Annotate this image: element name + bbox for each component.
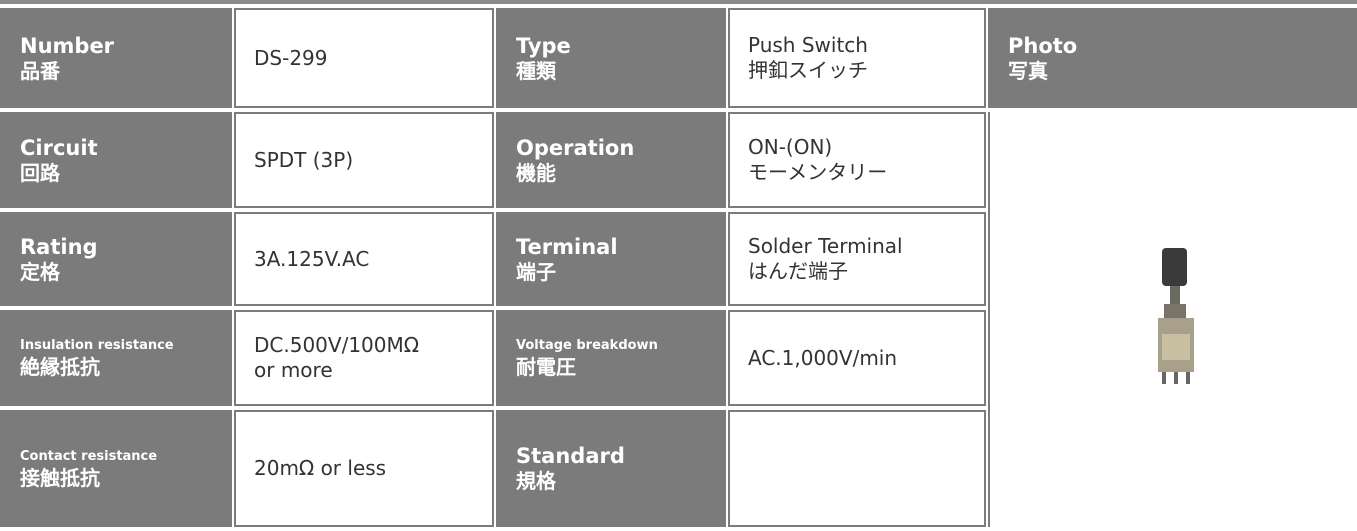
label-en: Voltage breakdown xyxy=(516,338,658,353)
label-ja: 種類 xyxy=(516,58,556,83)
photo-header: Photo 写真 xyxy=(988,8,1357,108)
switch-photo xyxy=(1158,248,1194,384)
label-ja: 写真 xyxy=(1008,58,1048,83)
value-cell: SPDT (3P) xyxy=(234,112,494,208)
label-ja: 回路 xyxy=(20,160,60,185)
label-ja: 機能 xyxy=(516,160,556,185)
label-ja: 端子 xyxy=(516,259,556,284)
value-cell: AC.1,000V/min xyxy=(728,310,986,406)
label-en: Circuit xyxy=(20,135,98,160)
label-en: Standard xyxy=(516,444,625,468)
label-cell: Number 品番 xyxy=(0,8,232,108)
top-rule xyxy=(0,0,1357,4)
switch-stem xyxy=(1170,286,1180,306)
label-cell: Rating 定格 xyxy=(0,212,232,306)
label-en: Insulation resistance xyxy=(20,338,174,353)
switch-pin xyxy=(1186,372,1190,384)
value-cell: ON-(ON) モーメンタリー xyxy=(728,112,986,208)
value-line: Solder Terminal xyxy=(748,234,903,258)
value-line: DS-299 xyxy=(254,45,328,70)
switch-bushing xyxy=(1164,304,1186,318)
value-cell: Solder Terminal はんだ端子 xyxy=(728,212,986,306)
value-line: Push Switch xyxy=(748,33,868,57)
label-ja: 耐電圧 xyxy=(516,355,576,379)
label-cell: Circuit 回路 xyxy=(0,112,232,208)
label-cell: Insulation resistance 絶縁抵抗 xyxy=(0,310,232,406)
label-ja: 接触抵抗 xyxy=(20,465,100,490)
label-cell: Voltage breakdown 耐電圧 xyxy=(496,310,726,406)
label-en: Operation xyxy=(516,135,635,160)
label-ja: 品番 xyxy=(20,58,60,83)
label-cell: Contact resistance 接触抵抗 xyxy=(0,410,232,527)
value-cell: 20mΩ or less xyxy=(234,410,494,527)
value-line: AC.1,000V/min xyxy=(748,345,898,370)
label-ja: 絶縁抵抗 xyxy=(20,355,100,379)
value-cell: Push Switch 押釦スイッチ xyxy=(728,8,986,108)
switch-pin xyxy=(1174,372,1178,384)
label-en: Rating xyxy=(20,234,98,259)
label-ja: 規格 xyxy=(516,469,556,493)
value-cell: 3A.125V.AC xyxy=(234,212,494,306)
label-cell: Operation 機能 xyxy=(496,112,726,208)
value-line: ON-(ON) xyxy=(748,135,833,159)
label-en: Terminal xyxy=(516,234,618,259)
label-en: Type xyxy=(516,33,571,58)
value-line: 押釦スイッチ xyxy=(748,58,868,82)
value-line: or more xyxy=(254,358,333,382)
switch-label xyxy=(1162,334,1190,360)
value-line: はんだ端子 xyxy=(748,259,848,283)
label-en: Photo xyxy=(1008,33,1078,58)
label-ja: 定格 xyxy=(20,259,60,284)
switch-pin xyxy=(1162,372,1166,384)
label-cell: Standard 規格 xyxy=(496,410,726,527)
value-cell: DS-299 xyxy=(234,8,494,108)
label-en: Number xyxy=(20,33,115,58)
photo-area xyxy=(988,112,1357,527)
label-cell: Type 種類 xyxy=(496,8,726,108)
value-line: DC.500V/100MΩ xyxy=(254,333,420,357)
value-line: モーメンタリー xyxy=(748,160,888,184)
value-line: 3A.125V.AC xyxy=(254,246,370,271)
value-line: 20mΩ or less xyxy=(254,456,387,480)
label-cell: Terminal 端子 xyxy=(496,212,726,306)
value-line: SPDT (3P) xyxy=(254,147,354,172)
switch-cap xyxy=(1162,248,1187,286)
value-cell xyxy=(728,410,986,527)
value-cell: DC.500V/100MΩ or more xyxy=(234,310,494,406)
label-en: Contact resistance xyxy=(20,448,158,464)
